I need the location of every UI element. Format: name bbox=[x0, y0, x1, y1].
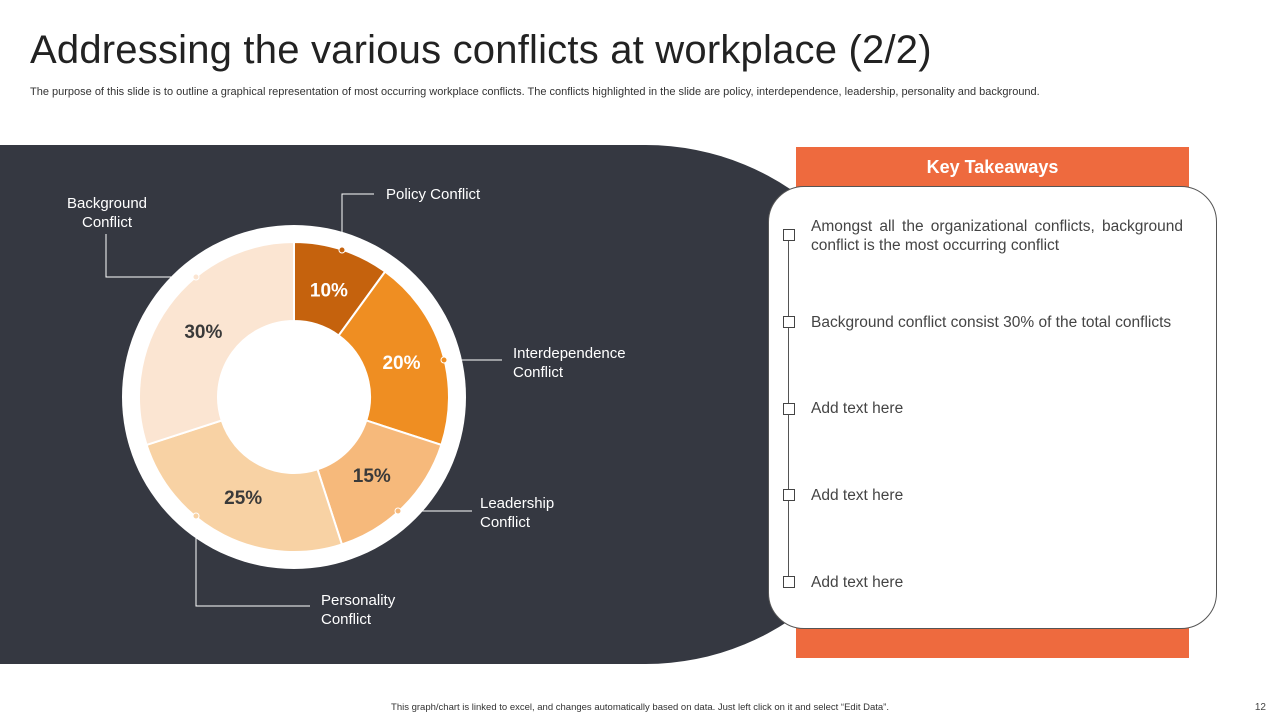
leader-line-policy-conflict bbox=[341, 193, 374, 250]
leader-line-background-conflict bbox=[105, 234, 196, 278]
leader-dot-leadership-conflict bbox=[394, 507, 402, 515]
takeaway-5-bullet-icon bbox=[783, 576, 795, 588]
footer-note: This graph/chart is linked to excel, and… bbox=[391, 702, 889, 713]
takeaway-1-text: Amongst all the organizational conflicts… bbox=[811, 218, 1183, 254]
takeaway-1-bullet-icon bbox=[783, 229, 795, 241]
takeaway-2-text: Background conflict consist 30% of the t… bbox=[811, 314, 1172, 331]
page-subtitle: The purpose of this slide is to outline … bbox=[30, 86, 1040, 98]
leader-dot-interdependence-conflict bbox=[440, 356, 448, 364]
leader-dot-background-conflict bbox=[192, 273, 200, 281]
value-label-background-conflict: 30% bbox=[184, 322, 222, 343]
takeaway-5-text: Add text here bbox=[811, 574, 904, 591]
leader-line-personality-conflict bbox=[195, 516, 310, 607]
page-number: 12 bbox=[1254, 702, 1266, 713]
category-label-policy-conflict: Policy Conflict bbox=[386, 186, 481, 203]
takeaway-3-text: Add text here bbox=[811, 400, 904, 417]
takeaway-2-bullet-icon bbox=[783, 316, 795, 328]
page-title: Addressing the various conflicts at work… bbox=[30, 28, 932, 72]
takeaway-4-text: Add text here bbox=[811, 487, 904, 504]
takeaway-3-bullet-icon bbox=[783, 403, 795, 415]
leader-dot-personality-conflict bbox=[192, 512, 200, 520]
category-label-background-conflict: Background Conflict bbox=[66, 195, 148, 231]
key-takeaways-header-bar bbox=[796, 147, 1189, 187]
takeaway-4-bullet-icon bbox=[783, 489, 795, 501]
category-label-personality-conflict: Personality Conflict bbox=[321, 592, 396, 628]
leader-dot-policy-conflict bbox=[338, 246, 346, 254]
category-label-leadership-conflict: Leadership Conflict bbox=[480, 495, 555, 531]
value-label-leadership-conflict: 15% bbox=[353, 466, 391, 487]
key-takeaways-title: Key Takeaways bbox=[926, 156, 1059, 177]
key-takeaways-card bbox=[768, 186, 1217, 629]
category-label-interdependence-conflict: Interdependence Conflict bbox=[513, 345, 626, 381]
value-label-interdependence-conflict: 20% bbox=[382, 353, 420, 374]
chart-hole bbox=[218, 321, 370, 473]
value-label-personality-conflict: 25% bbox=[224, 488, 262, 509]
value-label-policy-conflict: 10% bbox=[310, 281, 348, 302]
